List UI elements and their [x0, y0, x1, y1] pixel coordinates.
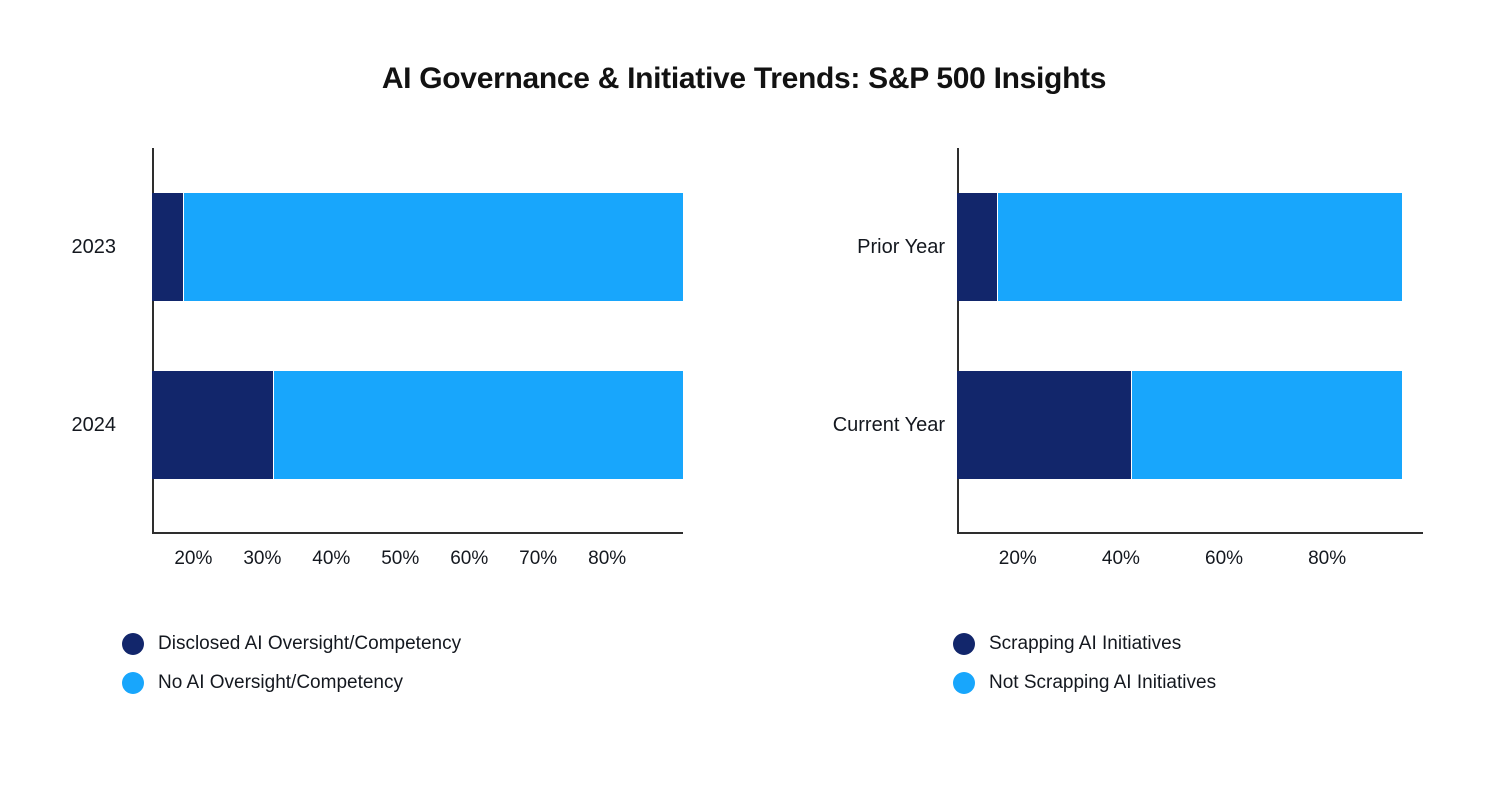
x-tick-label: 80%	[588, 548, 627, 569]
page-title: AI Governance & Initiative Trends: S&P 5…	[381, 62, 1107, 95]
legend-label: Not Scrapping AI Initiatives	[989, 672, 1217, 693]
legend-swatch-icon	[122, 672, 144, 694]
bar-segment-dark	[152, 371, 274, 479]
category-label: Prior Year	[857, 235, 945, 258]
bar-segment-light	[998, 193, 1402, 301]
category-label: 2024	[71, 413, 117, 436]
x-tick-label: 20%	[998, 548, 1037, 569]
x-tick-label: 30%	[243, 548, 282, 569]
plot-area	[957, 148, 1423, 534]
legend-item: Disclosed AI Oversight/Competency	[122, 633, 461, 655]
bar-segment-dark	[957, 371, 1132, 479]
legend-swatch-icon	[953, 633, 975, 655]
legend-swatch-icon	[122, 633, 144, 655]
bar-segment-light	[1132, 371, 1402, 479]
category-label: 2023	[71, 235, 117, 258]
bar-segment-light	[184, 193, 683, 301]
bar-segment-light	[274, 371, 683, 479]
plot-area	[152, 148, 683, 534]
legend-item: No AI Oversight/Competency	[122, 672, 403, 694]
x-tick-label: 60%	[450, 548, 489, 569]
x-tick-label: 60%	[1205, 548, 1244, 569]
legend-label: Disclosed AI Oversight/Competency	[158, 633, 462, 654]
x-tick-label: 50%	[381, 548, 420, 569]
legend-item: Not Scrapping AI Initiatives	[953, 672, 1216, 694]
x-tick-label: 40%	[1101, 548, 1140, 569]
bar-segment-dark	[957, 193, 998, 301]
x-tick-label: 40%	[312, 548, 351, 569]
legend-swatch-icon	[953, 672, 975, 694]
legend-label: No AI Oversight/Competency	[158, 672, 403, 693]
category-label: Current Year	[832, 413, 945, 436]
x-tick-label: 80%	[1308, 548, 1347, 569]
legend-label: Scrapping AI Initiatives	[989, 633, 1182, 654]
legend-item: Scrapping AI Initiatives	[953, 633, 1181, 655]
bar-segment-dark	[152, 193, 184, 301]
x-tick-label: 20%	[174, 548, 213, 569]
x-tick-label: 70%	[519, 548, 558, 569]
